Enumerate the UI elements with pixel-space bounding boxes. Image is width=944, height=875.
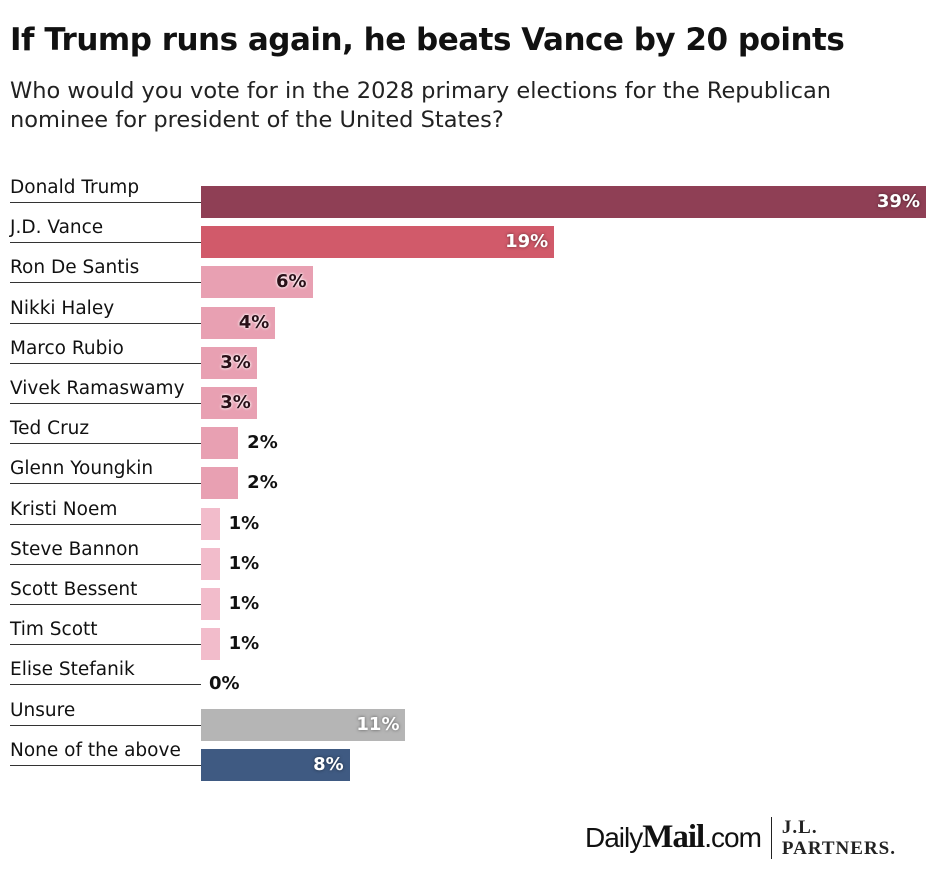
category-label: Glenn Youngkin <box>10 459 201 485</box>
bar <box>201 266 313 299</box>
value-label: 19% <box>505 231 549 253</box>
value-label: 1% <box>228 552 260 574</box>
bar <box>201 186 926 218</box>
bar <box>201 387 257 419</box>
category-label: Elise Stefanik <box>10 660 201 686</box>
category-label: Scott Bessent <box>10 580 201 605</box>
category-label: J.D. Vance <box>10 218 201 244</box>
value-label: 1% <box>228 633 260 655</box>
category-label: Donald Trump <box>10 178 201 203</box>
logo-daily: Daily <box>585 821 643 853</box>
category-label: Nikki Haley <box>10 298 201 324</box>
logo-com: .com <box>704 821 762 853</box>
value-label: 1% <box>228 512 260 534</box>
logo-mail: Mail <box>642 819 705 855</box>
chart-title: If Trump runs again, he beats Vance by 2… <box>10 22 845 58</box>
logo-divider <box>770 816 772 859</box>
bar <box>201 226 555 259</box>
value-label: 1% <box>228 593 260 614</box>
value-label: 3% <box>220 392 251 413</box>
value-label: 0% <box>209 673 240 695</box>
value-label: 4% <box>238 311 270 333</box>
bar <box>201 628 220 661</box>
category-label: Vivek Ramaswamy <box>10 379 201 404</box>
value-label: 11% <box>356 713 400 735</box>
bar <box>201 748 350 781</box>
bar <box>201 427 239 460</box>
value-label: 2% <box>247 432 278 454</box>
category-label: Marco Rubio <box>10 338 201 364</box>
bar <box>201 547 220 580</box>
bar <box>201 507 220 540</box>
category-label: Unsure <box>10 700 201 726</box>
bar <box>201 467 239 500</box>
logo-jl-partners: J.L. PARTNERS. <box>781 816 896 859</box>
bar <box>201 588 220 620</box>
category-label: Ron De Santis <box>10 258 201 284</box>
value-label: 39% <box>876 191 920 212</box>
bar <box>201 346 257 379</box>
category-label: Kristi Noem <box>10 499 201 525</box>
chart-subtitle: Who would you vote for in the 2028 prima… <box>10 78 832 133</box>
value-label: 6% <box>275 271 307 293</box>
value-label: 8% <box>313 753 344 775</box>
category-label: Ted Cruz <box>10 419 201 445</box>
value-label: 3% <box>220 351 251 373</box>
bar <box>201 306 276 339</box>
logo: Daily Mail .com J.L. PARTNERS. <box>585 815 896 860</box>
category-label: Steve Bannon <box>10 539 201 565</box>
bar <box>201 708 406 741</box>
value-label: 2% <box>247 472 278 494</box>
category-label: None of the above <box>10 740 201 766</box>
category-label: Tim Scott <box>10 620 201 646</box>
